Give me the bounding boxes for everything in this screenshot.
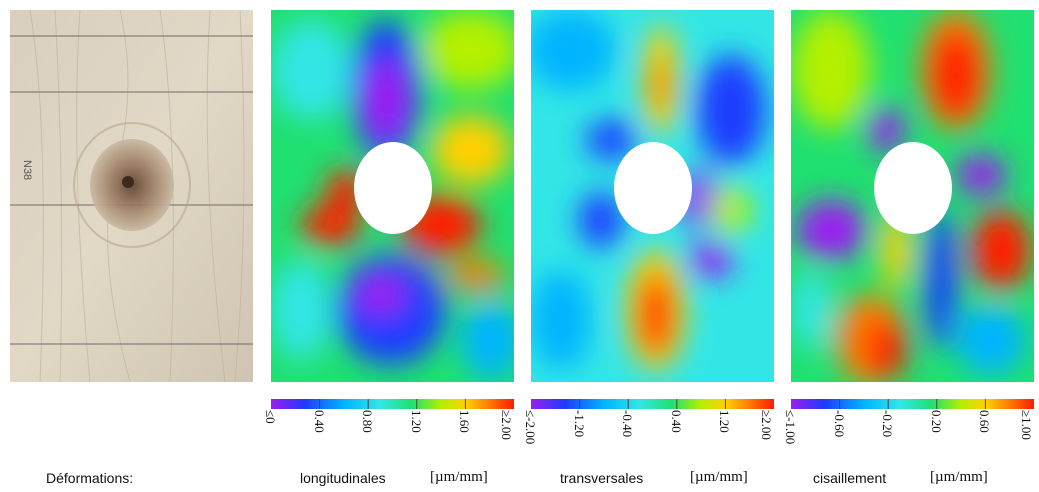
tick-label: 1.20 — [717, 410, 732, 433]
colorbar-longitudinal — [271, 396, 514, 409]
tick-label: -1.20 — [572, 410, 587, 438]
caption-label: Déformations: — [46, 470, 134, 486]
tick-label: 0.60 — [977, 410, 992, 433]
tick-label: ≤-2.00 — [523, 410, 538, 445]
unit-longitudinal: [µm/mm] — [430, 469, 488, 485]
unit-transverse: [µm/mm] — [690, 469, 748, 485]
tick-label: 1.20 — [409, 410, 424, 433]
colorbar-ticks-longitudinal: ≤0 0.40 0.80 1.20 1.60 ≥2.00 — [263, 410, 514, 460]
tick-label: -0.60 — [832, 410, 847, 438]
tick-label: 1.60 — [457, 410, 472, 433]
tick-label: ≥1.00 — [1019, 410, 1034, 440]
tick-label: ≥2.00 — [759, 410, 774, 440]
colorbar-ticks-transverse: ≤-2.00 -1.20 -0.40 0.40 1.20 ≥2.00 — [523, 410, 774, 460]
tick-label: ≤0 — [263, 410, 278, 424]
tick-label: -0.40 — [620, 410, 635, 438]
wood-specimen-photo — [10, 10, 253, 382]
tick-label: 0.40 — [669, 410, 684, 433]
longitudinal-strain-map — [271, 10, 514, 382]
transverse-strain-map — [531, 10, 774, 382]
shear-strain-map — [791, 10, 1034, 382]
tick-label: -0.20 — [880, 410, 895, 438]
panel-title-longitudinal: longitudinales — [300, 470, 386, 486]
panel-title-transverse: transversales — [560, 470, 644, 486]
panel-title-shear: cisaillement — [813, 470, 887, 486]
colorbar-transverse — [531, 396, 774, 409]
tick-label: ≥2.00 — [499, 410, 514, 440]
pencil-mark: N38 — [21, 160, 33, 181]
tick-label: ≤-1.00 — [783, 410, 798, 445]
tick-label: 0.80 — [360, 410, 375, 433]
tick-label: 0.20 — [929, 410, 944, 433]
colorbar-ticks-shear: ≤-1.00 -0.60 -0.20 0.20 0.60 ≥1.00 — [783, 410, 1034, 460]
tick-label: 0.40 — [312, 410, 327, 433]
colorbar-shear — [791, 396, 1034, 409]
unit-shear: [µm/mm] — [930, 469, 988, 485]
